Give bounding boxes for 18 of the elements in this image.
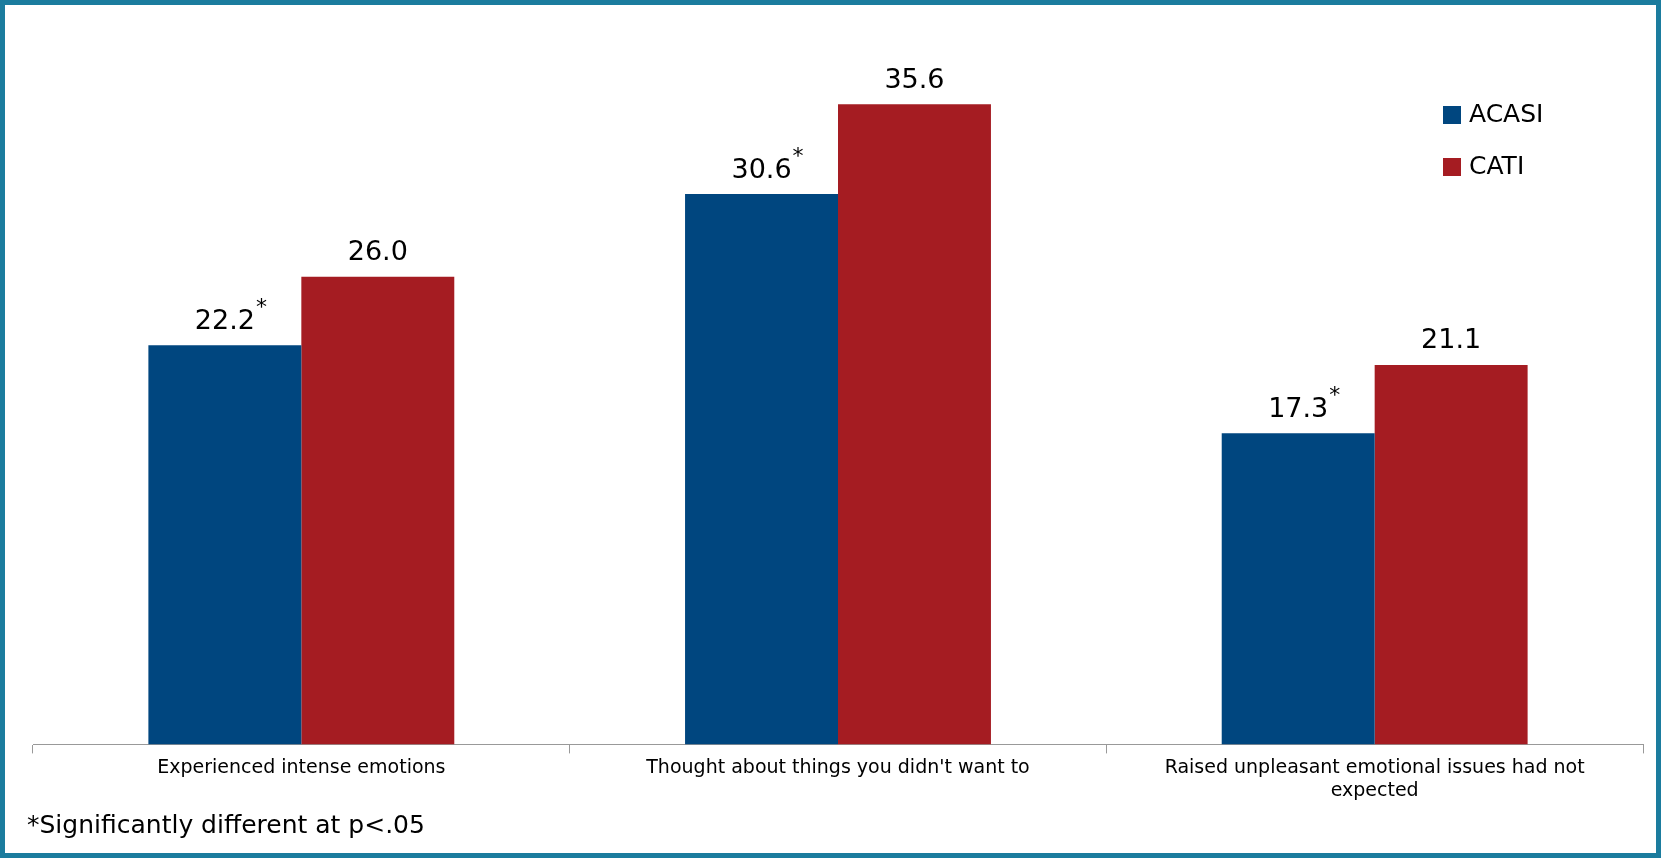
text: *Significantly different at p<.05 [27, 810, 425, 839]
x-tick-label: Thought about things you didn't want to [645, 754, 1030, 777]
bar [1221, 433, 1375, 745]
bar [1374, 364, 1528, 745]
bar [685, 194, 838, 745]
data-label: 26.0 [347, 235, 408, 267]
x-tick-label: Raised unpleasant emotional issues had not expected [1164, 754, 1585, 800]
legend-label: CATI [1469, 150, 1525, 180]
bar [301, 276, 455, 745]
data-label: 35.6 [884, 62, 945, 94]
x-tick-label: Experienced intense emotions [157, 754, 446, 777]
bar [148, 345, 302, 745]
data-label: 21.1 [1421, 323, 1482, 355]
data-label: 17.3* [1268, 381, 1341, 423]
legend-label: ACASI [1469, 98, 1544, 128]
data-label: 22.2* [194, 293, 267, 335]
bar [838, 104, 991, 745]
data-label: 30.6* [731, 142, 804, 184]
